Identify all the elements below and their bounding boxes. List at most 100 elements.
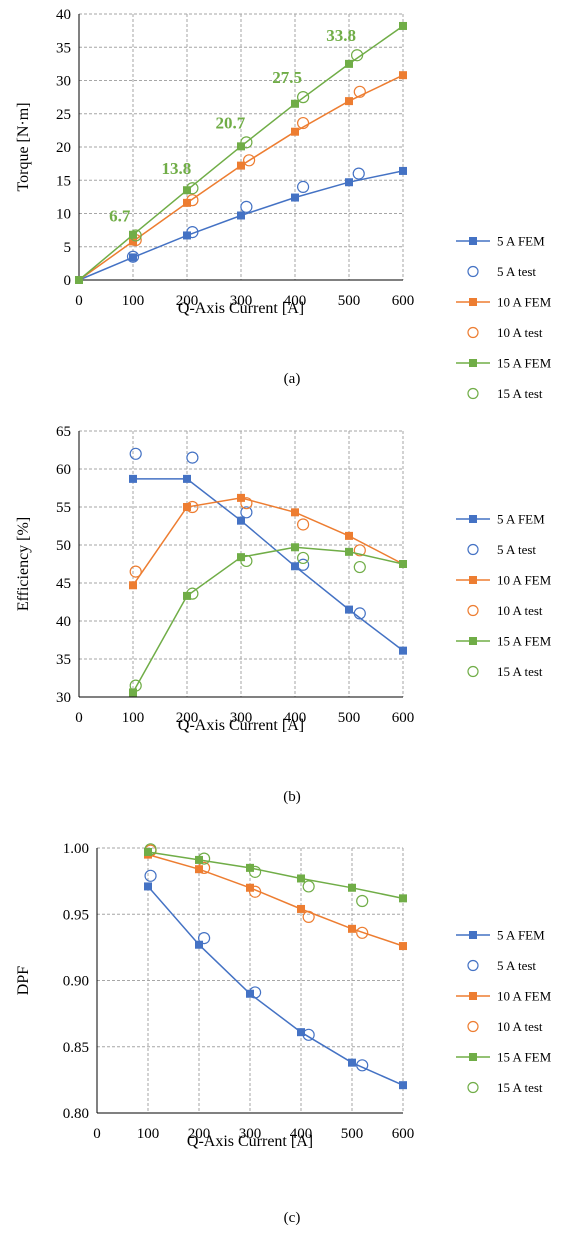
y-tick-label: 45 [56,576,71,592]
y-tick-label: 60 [56,462,71,478]
legend-square-marker [469,359,477,367]
legend-entry: 10 A FEM [456,573,552,588]
data-point-square [291,127,299,136]
data-point-circle [240,497,253,510]
legend-label: 5 A FEM [497,234,545,249]
x-tick-label: 400 [284,710,307,726]
legend-entry: 5 A test [467,958,536,973]
x-tick-label: 100 [137,1126,160,1142]
legend-entry: 15 A FEM [456,1050,552,1065]
x-tick-label: 500 [341,1126,364,1142]
y-tick-label: 15 [56,173,71,189]
data-point-square [237,553,245,562]
legend-label: 15 A test [497,1080,543,1095]
data-point-circle [129,447,142,460]
data-point-square [297,874,305,883]
data-point-square [183,474,191,483]
y-tick-label: 0.90 [63,974,89,990]
y-tick-label: 50 [56,538,71,554]
data-point-square [348,924,356,933]
x-axis-title: Q-Axis Current [A] [178,717,304,734]
data-point-circle [297,558,310,571]
x-axis-title: Q-Axis Current [A] [178,300,304,317]
legend-entry: 15 A test [467,1080,543,1095]
data-point-circle [302,1028,315,1041]
legend-entry: 15 A FEM [456,356,552,371]
y-tick-label: 30 [56,690,71,706]
data-label: 6.7 [109,206,131,225]
data-point-square [129,688,137,697]
x-tick-label: 300 [230,710,253,726]
data-point-circle [302,880,315,893]
data-point-square [291,193,299,202]
legend-label: 10 A test [497,325,543,340]
legend-square-marker [469,637,477,645]
data-point-circle [186,194,199,207]
y-tick-label: 1.00 [63,841,89,857]
legend-circle-marker [467,326,479,339]
legend-label: 15 A test [497,386,543,401]
legend-entry: 10 A test [467,325,543,340]
data-point-circle [129,565,142,578]
legend-label: 5 A FEM [497,928,545,943]
data-point-circle [352,167,365,180]
legend-label: 10 A FEM [497,989,552,1004]
series-5-a-test [126,167,365,263]
series-line [133,478,404,652]
y-tick-label: 20 [56,140,71,156]
y-tick-label: 0.95 [63,907,89,923]
y-axis-title: DPF [15,966,32,995]
data-point-circle [186,587,199,600]
data-point-square [345,178,353,187]
legend-entry: 5 A FEM [456,512,545,527]
data-point-circle [129,229,142,242]
series-line [132,546,404,693]
data-point-square [237,142,245,151]
data-point-circle [126,250,140,263]
data-point-square [291,508,299,517]
x-tick-label: 100 [122,293,145,309]
data-point-circle [186,451,199,464]
data-point-square [129,230,137,239]
data-point-square [144,847,152,856]
legend-entry: 10 A test [467,603,543,618]
legend-entry: 10 A FEM [456,295,552,310]
y-tick-label: 5 [64,240,72,256]
x-tick-label: 500 [338,293,361,309]
legend-label: 15 A FEM [497,1050,552,1065]
legend-entry: 15 A FEM [456,634,552,649]
series-line [147,851,404,900]
series-line [132,497,404,586]
data-point-square [399,646,407,655]
data-point-square [345,97,353,106]
data-point-square [345,547,353,556]
data-label: 27.5 [272,68,302,87]
series-15-a-test [129,49,364,242]
data-point-circle [240,136,253,149]
y-tick-label: 30 [56,74,71,90]
panel-label: (a) [284,371,301,387]
data-point-circle [249,885,262,898]
data-point-square [297,904,305,913]
legend-entry: 10 A FEM [456,989,552,1004]
y-axis-title: Torque [N·m] [15,102,32,191]
x-tick-label: 300 [239,1126,262,1142]
data-point-square [348,1058,356,1067]
legend-label: 15 A FEM [497,356,552,371]
data-label: 20.7 [216,113,246,132]
legend-circle-marker [467,1081,479,1094]
data-point-square [237,161,245,170]
x-tick-label: 0 [75,710,83,726]
data-label: 13.8 [162,159,192,178]
data-point-circle [249,986,262,999]
data-point-circle [240,506,253,519]
data-point-circle [144,843,157,856]
data-point-circle [353,85,366,98]
series-line [147,853,404,947]
data-point-circle [186,182,199,195]
legend-label: 10 A FEM [497,573,552,588]
legend-label: 5 A test [497,542,536,557]
data-point-circle [186,500,199,514]
series-15-a-test [144,843,369,908]
